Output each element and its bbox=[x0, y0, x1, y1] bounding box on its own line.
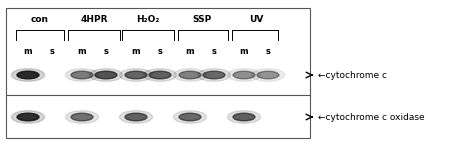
Ellipse shape bbox=[233, 113, 255, 121]
Ellipse shape bbox=[179, 113, 201, 121]
Ellipse shape bbox=[65, 111, 99, 123]
Ellipse shape bbox=[228, 69, 261, 81]
Ellipse shape bbox=[173, 111, 207, 123]
Text: s: s bbox=[103, 48, 109, 56]
Ellipse shape bbox=[125, 71, 147, 79]
Text: H₂O₂: H₂O₂ bbox=[137, 16, 160, 24]
Ellipse shape bbox=[90, 69, 122, 81]
Ellipse shape bbox=[71, 113, 93, 121]
Text: ←cytochrome c oxidase: ←cytochrome c oxidase bbox=[318, 112, 425, 122]
Ellipse shape bbox=[144, 69, 176, 81]
Ellipse shape bbox=[149, 71, 171, 79]
Text: con: con bbox=[31, 16, 49, 24]
Text: SSP: SSP bbox=[192, 16, 211, 24]
Ellipse shape bbox=[257, 71, 279, 79]
Text: s: s bbox=[157, 48, 163, 56]
Ellipse shape bbox=[198, 69, 230, 81]
Ellipse shape bbox=[252, 69, 284, 81]
Ellipse shape bbox=[65, 69, 99, 81]
Text: s: s bbox=[265, 48, 271, 56]
Ellipse shape bbox=[17, 113, 39, 121]
Text: 4HPR: 4HPR bbox=[80, 16, 108, 24]
Ellipse shape bbox=[179, 71, 201, 79]
Text: m: m bbox=[132, 48, 140, 56]
Ellipse shape bbox=[11, 69, 45, 81]
Ellipse shape bbox=[125, 113, 147, 121]
Ellipse shape bbox=[11, 111, 45, 123]
Text: m: m bbox=[24, 48, 32, 56]
Text: UV: UV bbox=[249, 16, 263, 24]
Text: m: m bbox=[78, 48, 86, 56]
Ellipse shape bbox=[173, 69, 207, 81]
Ellipse shape bbox=[203, 71, 225, 79]
Text: ←cytochrome c: ←cytochrome c bbox=[318, 71, 387, 79]
Text: m: m bbox=[186, 48, 194, 56]
Ellipse shape bbox=[71, 71, 93, 79]
Ellipse shape bbox=[233, 71, 255, 79]
Ellipse shape bbox=[119, 69, 153, 81]
Ellipse shape bbox=[95, 71, 117, 79]
Text: m: m bbox=[240, 48, 248, 56]
Ellipse shape bbox=[228, 111, 261, 123]
Ellipse shape bbox=[119, 111, 153, 123]
Text: s: s bbox=[50, 48, 55, 56]
Text: s: s bbox=[211, 48, 217, 56]
Ellipse shape bbox=[17, 71, 39, 79]
Bar bbox=[6, 8, 310, 138]
